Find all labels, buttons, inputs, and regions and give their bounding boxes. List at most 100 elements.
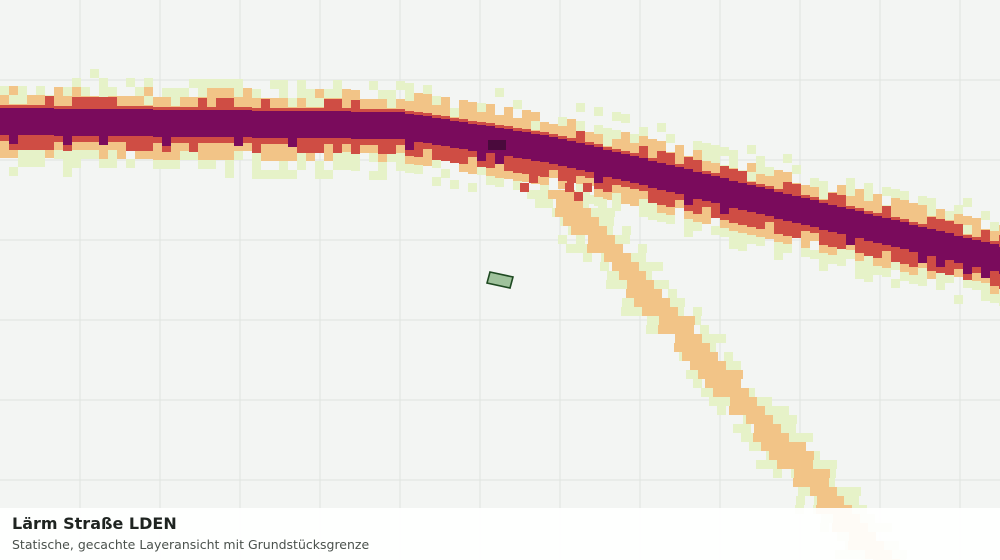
noise-cell-class-2	[963, 216, 972, 225]
noise-cell-class-3	[117, 133, 126, 142]
noise-cell-class-4	[684, 196, 693, 205]
noise-cell-class-1	[324, 89, 333, 98]
noise-cell-class-3	[396, 136, 405, 145]
parcel-boundary[interactable]	[486, 271, 514, 289]
noise-cell-class-4	[522, 141, 531, 150]
noise-cell-class-1	[594, 107, 603, 116]
noise-cell-class-2	[566, 190, 575, 199]
noise-cell-class-1	[387, 90, 396, 99]
noise-cell-class-4	[711, 194, 720, 203]
noise-cell-class-2	[279, 98, 288, 107]
noise-cell-class-3	[576, 131, 585, 140]
noise-cell-class-1	[477, 166, 486, 175]
noise-cell-class-2	[306, 152, 315, 161]
noise-cell-class-3	[855, 235, 864, 244]
noise-cell-class-2	[360, 144, 369, 153]
noise-cell-class-1	[981, 283, 990, 292]
noise-cell-class-2	[598, 226, 607, 235]
noise-cell-class-4	[288, 129, 297, 138]
noise-cell-class-4	[729, 181, 738, 190]
noise-cell-class-4	[576, 143, 585, 152]
noise-cell-class-2	[567, 128, 576, 137]
noise-cell-class-4	[288, 111, 297, 120]
noise-cell-class-1	[783, 244, 792, 253]
noise-cell-class-1	[495, 88, 504, 97]
noise-cell-class-3	[81, 97, 90, 106]
noise-cell-class-4	[900, 231, 909, 240]
noise-cell-class-2	[324, 143, 333, 152]
noise-cell-class-3	[837, 240, 846, 249]
noise-cell-class-1	[657, 213, 666, 222]
noise-cell-class-4	[81, 127, 90, 136]
noise-cell-class-1	[81, 87, 90, 96]
noise-cell-class-4	[864, 223, 873, 232]
noise-cell-class-4	[612, 152, 621, 161]
noise-cell-class-3	[549, 161, 558, 170]
noise-cell-class-1	[180, 151, 189, 160]
noise-cell-class-1	[342, 161, 351, 170]
noise-cell-class-2	[685, 325, 694, 334]
noise-cell-class-2	[774, 233, 783, 242]
noise-cell-class-1	[576, 184, 585, 193]
noise-cell-class-2	[369, 144, 378, 153]
noise-cell-class-4	[675, 176, 684, 185]
noise-cell-class-3	[864, 238, 873, 247]
noise-cell-class-4	[747, 203, 756, 212]
noise-cell-class-1	[792, 165, 801, 174]
noise-cell-class-3	[583, 183, 592, 192]
noise-cell-class-2	[668, 316, 677, 325]
noise-cell-class-4	[729, 190, 738, 199]
noise-cell-class-4	[963, 265, 972, 274]
noise-cell-class-2	[582, 208, 591, 217]
noise-cell-class-1	[90, 69, 99, 78]
noise-cell-class-4	[936, 249, 945, 258]
noise-cell-class-3	[621, 178, 630, 187]
noise-cell-class-2	[108, 141, 117, 150]
noise-cell-class-4	[423, 134, 432, 143]
noise-cell-class-4	[513, 149, 522, 158]
noise-cell-class-1	[369, 171, 378, 180]
noise-cell-class-4	[567, 141, 576, 150]
noise-cell-class-3	[864, 247, 873, 256]
noise-cell-class-2	[603, 191, 612, 200]
noise-cell-class-2	[855, 189, 864, 198]
noise-cell-class-1	[288, 98, 297, 107]
noise-cell-class-4	[981, 269, 990, 278]
noise-cell-class-2	[855, 252, 864, 261]
noise-cell-class-1	[576, 103, 585, 112]
noise-cell-class-4	[864, 232, 873, 241]
noise-cell-class-2	[396, 144, 405, 153]
noise-cell-class-1	[198, 88, 207, 97]
noise-cell-class-2	[734, 370, 743, 379]
noise-cell-class-4	[612, 161, 621, 170]
noise-cell-class-1	[645, 262, 654, 271]
noise-cell-class-1	[297, 80, 306, 89]
noise-cell-class-1	[873, 266, 882, 275]
noise-cell-class-3	[99, 97, 108, 106]
noise-cell-class-3	[18, 132, 27, 141]
noise-cell-class-2	[763, 424, 772, 433]
noise-cell-class-4	[792, 196, 801, 205]
noise-cell-class-4	[810, 200, 819, 209]
noise-cell-class-1	[306, 89, 315, 98]
map-caption: Lärm Straße LDEN Statische, gecachte Lay…	[0, 508, 1000, 560]
noise-cell-class-3	[414, 148, 423, 157]
noise-cell-class-4	[279, 129, 288, 138]
noise-cell-class-1	[936, 272, 945, 281]
noise-cell-class-2	[698, 370, 707, 379]
noise-cell-class-3	[801, 222, 810, 231]
noise-cell-class-1	[207, 79, 216, 88]
noise-cell-class-4	[360, 121, 369, 130]
noise-cell-class-2	[729, 406, 738, 415]
noise-cell-class-4	[288, 120, 297, 129]
noise-cell-class-1	[387, 99, 396, 108]
noise-cell-class-2	[324, 152, 333, 161]
noise-cell-class-1	[621, 235, 630, 244]
noise-cell-class-3	[225, 98, 234, 107]
noise-cell-class-4	[54, 118, 63, 127]
noise-cell-class-2	[738, 224, 747, 233]
noise-cell-class-1	[779, 415, 788, 424]
noise-cell-class-3	[693, 160, 702, 169]
